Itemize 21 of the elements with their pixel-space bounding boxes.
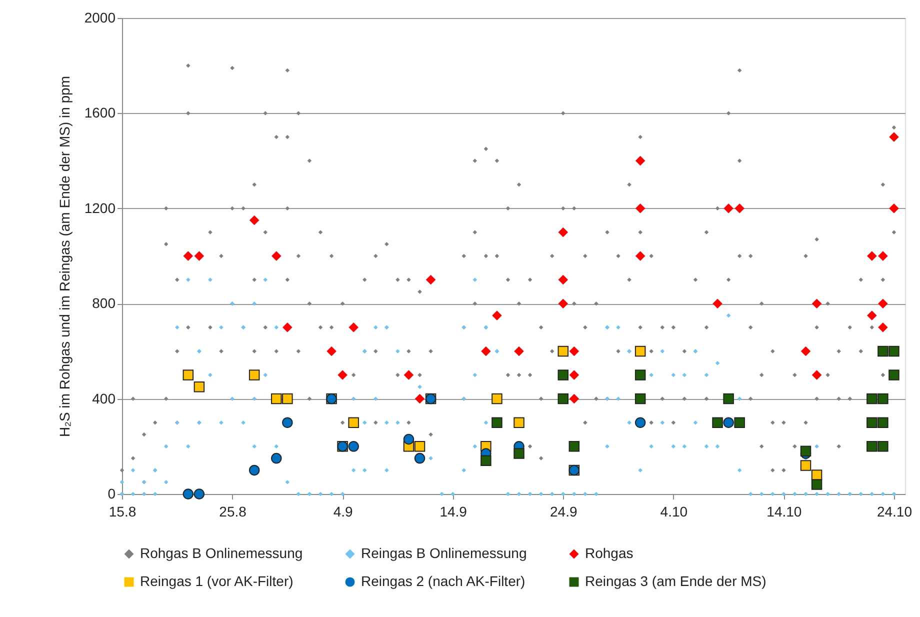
y-tick-label: 400 [92,390,116,406]
legend-label: Reingas 3 (am Ende der MS) [585,573,766,589]
legend-label: Rohgas B Onlinemessung [140,545,303,561]
legend-label: Reingas 2 (nach AK-Filter) [361,573,526,589]
x-tick-label: 4.9 [333,504,354,520]
x-tick-label: 24.10 [876,504,912,520]
x-tick-label: 14.9 [440,504,468,520]
y-tick-label: 0 [108,486,116,502]
x-tick-label: 4.10 [660,504,688,520]
y-tick-label: 1600 [84,104,116,121]
y-tick-label: 2000 [84,10,116,26]
legend-label: Reingas B Onlinemessung [361,545,527,561]
y-axis-title: H₂S im Rohgas und im Reingas (am Ende der MS) in ppm [56,76,72,438]
legend-label: Reingas 1 (vor AK-Filter) [140,573,294,589]
x-tick-label: 14.10 [766,504,802,520]
y-tick-label: 800 [92,295,116,312]
x-tick-label: 15.8 [108,504,136,520]
y-tick-label: 1200 [84,200,116,216]
x-tick-label: 25.8 [219,504,247,520]
legend-label: Rohgas [585,545,634,561]
x-tick-label: 24.9 [550,504,578,520]
